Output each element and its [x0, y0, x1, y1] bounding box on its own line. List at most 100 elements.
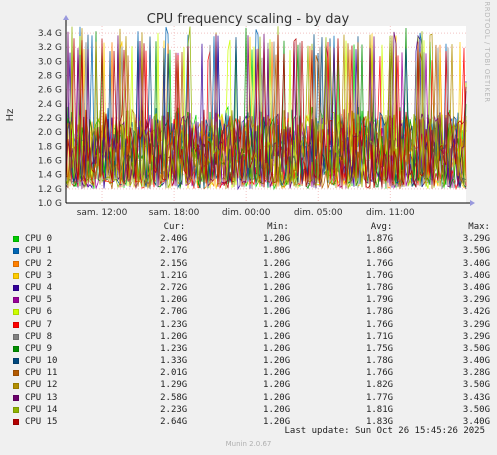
legend-series-name: CPU 2	[24, 258, 53, 269]
legend-avg: 1.71G	[365, 331, 394, 342]
legend-series-name: CPU 4	[24, 282, 53, 293]
legend-cur: 2.64G	[160, 417, 188, 427]
legend-max: 3.28G	[462, 368, 490, 379]
y-tick-label: 2.4 G	[38, 100, 62, 110]
legend-min: 1.20G	[263, 380, 291, 391]
legend-swatch	[13, 260, 19, 267]
legend-min: 1.20G	[263, 331, 291, 342]
chart-title: CPU frequency scaling - by day	[147, 12, 350, 27]
legend-max: 3.29G	[462, 295, 490, 306]
y-tick-label: 1.0 G	[38, 199, 62, 209]
legend-avg: 1.76G	[365, 258, 394, 269]
legend-series-name: CPU 0	[24, 234, 53, 245]
series-line-cpu-14	[65, 26, 467, 189]
legend-swatch	[13, 285, 19, 292]
legend-avg: 1.87G	[365, 234, 394, 245]
legend-cur: 1.23G	[160, 319, 188, 330]
legend-min: 1.20G	[263, 307, 291, 318]
legend-avg: 1.79G	[365, 295, 394, 306]
legend-cur: 1.21G	[160, 270, 188, 281]
legend-min: 1.20G	[263, 319, 291, 330]
legend-cur: 1.33G	[160, 356, 188, 367]
legend-row: CPU 1 2.17G 1.80G 1.86G 3.50G	[10, 245, 490, 257]
x-tick-label: sam. 18:00	[149, 208, 200, 218]
legend-cur: 1.20G	[160, 295, 188, 306]
legend-row: CPU 15 2.64G 1.20G 1.83G 3.40G	[10, 416, 490, 428]
legend-swatch	[13, 358, 19, 365]
legend-avg: 1.86G	[365, 246, 394, 257]
legend-series-name: CPU 5	[24, 295, 53, 306]
legend-avg: 1.75G	[365, 343, 394, 354]
legend-min: 1.20G	[263, 282, 291, 293]
legend-row: CPU 11 2.01G 1.20G 1.76G 3.28G	[10, 367, 490, 379]
x-tick-label: dim. 05:00	[294, 208, 343, 218]
legend-min: 1.80G	[263, 246, 291, 257]
legend-series-name: CPU 10	[24, 356, 58, 367]
legend-avg: 1.78G	[365, 307, 394, 318]
legend-swatch	[13, 248, 19, 255]
y-tick-label: 2.8 G	[38, 72, 62, 82]
y-tick-label: 1.4 G	[38, 171, 62, 181]
y-axis-ticks: 1.0 G 1.2 G 1.4 G 1.6 G 1.8 G 2.0 G 2.2 G 2.4 G…	[38, 29, 62, 209]
legend-avg: 1.77G	[365, 392, 394, 403]
legend-cur: 2.58G	[160, 392, 188, 403]
legend-max: 3.43G	[462, 392, 490, 403]
legend-min: 1.20G	[263, 356, 291, 367]
legend-max: 3.42G	[462, 307, 490, 318]
legend-series-name: CPU 9	[24, 343, 53, 354]
x-axis-ticks: sam. 12:00 sam. 18:00 dim. 00:00 dim. 05:00…	[77, 208, 415, 218]
legend-row: CPU 8 1.20G 1.20G 1.71G 3.29G	[10, 331, 490, 343]
legend-series-name: CPU 7	[24, 319, 53, 330]
series-layer	[65, 26, 467, 191]
legend-row: CPU 2 2.15G 1.20G 1.76G 3.40G	[10, 258, 490, 270]
legend-cur: 2.23G	[160, 404, 188, 415]
legend-cur: 2.17G	[160, 246, 188, 257]
last-update-text: Last update: Sun Oct 26 15:45:26 2025	[284, 426, 485, 436]
legend-cur: 2.15G	[160, 258, 188, 269]
legend-max: 3.40G	[462, 258, 490, 269]
cpu-frequency-chart: 1.0 G 1.2 G 1.4 G 1.6 G 1.8 G 2.0 G 2.2 G 2.4 G…	[5, 1, 491, 218]
legend-swatch	[13, 394, 19, 401]
series-line-cpu-15	[65, 34, 467, 189]
legend-swatch	[13, 345, 19, 352]
legend-max: 3.29G	[462, 331, 490, 342]
legend-swatch	[13, 333, 19, 340]
legend-row: CPU 4 2.72G 1.20G 1.78G 3.40G	[10, 282, 490, 294]
legend-series-name: CPU 15	[24, 417, 58, 427]
y-axis-arrow-icon	[63, 15, 69, 20]
legend-swatch	[13, 272, 19, 279]
legend-series-name: CPU 8	[24, 331, 53, 342]
legend-avg: 1.76G	[365, 319, 394, 330]
legend-row: CPU 0 2.40G 1.20G 1.87G 3.29G	[10, 233, 490, 245]
legend-max: 3.40G	[462, 417, 490, 427]
legend-cur: 1.23G	[160, 343, 188, 354]
legend-max: 3.50G	[462, 246, 490, 257]
y-tick-label: 2.2 G	[38, 114, 62, 124]
legend-row: CPU 9 1.23G 1.20G 1.75G 3.50G	[10, 343, 490, 355]
legend-min: 1.20G	[263, 295, 291, 306]
legend-swatch	[13, 321, 19, 328]
x-tick-label: dim. 00:00	[222, 208, 271, 218]
legend-swatch	[13, 382, 19, 389]
legend-min: 1.20G	[263, 270, 291, 281]
legend-swatch	[13, 236, 19, 243]
legend-min: 1.20G	[263, 343, 291, 354]
y-tick-label: 3.2 G	[38, 43, 62, 53]
legend-series-name: CPU 1	[24, 246, 53, 257]
legend-max: 3.29G	[462, 234, 490, 245]
legend-max: 3.40G	[462, 270, 490, 281]
legend-avg: 1.78G	[365, 356, 394, 367]
y-tick-label: 2.6 G	[38, 86, 62, 96]
legend-cur: 2.72G	[160, 282, 188, 293]
legend-table: Cur: Min: Avg: Max: CPU 0 2.40G 1.20G 1.87G…	[10, 221, 490, 428]
legend-series-name: CPU 13	[24, 392, 58, 403]
legend-swatch	[13, 297, 19, 304]
legend-row: CPU 12 1.29G 1.20G 1.82G 3.50G	[10, 379, 490, 391]
legend-row: CPU 5 1.20G 1.20G 1.79G 3.29G	[10, 294, 490, 306]
legend-min: 1.20G	[263, 234, 291, 245]
legend-swatch	[13, 309, 19, 316]
legend-min: 1.20G	[263, 417, 291, 427]
legend-swatch	[13, 406, 19, 413]
legend-header-min: Min:	[267, 222, 289, 232]
legend-avg: 1.81G	[365, 404, 394, 415]
